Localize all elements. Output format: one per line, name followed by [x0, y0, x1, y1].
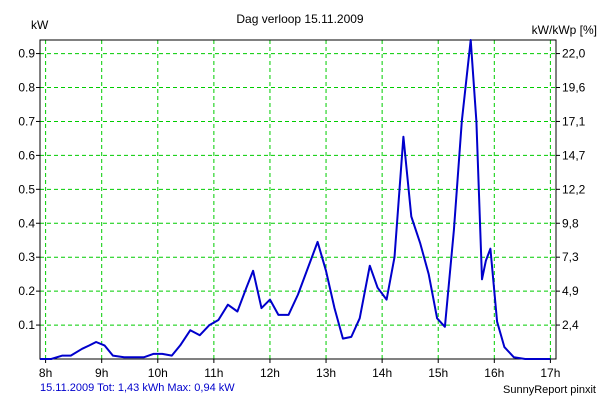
y-tick-label-left-4: 0.5 — [18, 182, 35, 196]
grid — [40, 40, 556, 359]
series-group — [40, 39, 551, 360]
y-tick-label-left-6: 0.7 — [18, 114, 35, 128]
y-tick-label-left-8: 0.9 — [18, 47, 35, 61]
y-tick-label-left-7: 0.8 — [18, 81, 35, 95]
y-tick-label-right-5: 14,7 — [562, 148, 586, 162]
footer-summary: 15.11.2009 Tot: 1,43 kWh Max: 0,94 kW — [40, 382, 235, 394]
x-tick-label-2: 10h — [148, 366, 168, 380]
y-tick-label-right-8: 22,0 — [562, 47, 586, 61]
x-tick-label-4: 12h — [260, 366, 280, 380]
x-tick-label-0: 8h — [39, 366, 52, 380]
x-tick-label-1: 9h — [95, 366, 108, 380]
y-tick-label-left-0: 0.1 — [18, 318, 35, 332]
y-tick-label-right-4: 12,2 — [562, 182, 586, 196]
y-tick-label-left-3: 0.4 — [18, 216, 35, 230]
chart-title: Dag verloop 15.11.2009 — [236, 12, 364, 26]
x-tick-label-8: 16h — [484, 366, 504, 380]
y-axis-label-right: kW/kWp [%] — [532, 23, 597, 37]
x-tick-label-5: 13h — [316, 366, 336, 380]
x-tick-label-6: 14h — [372, 366, 392, 380]
x-axis-ticks: 8h 9h 10h 11h 12h 13h 14h 15h 16h 17h — [39, 359, 560, 380]
y-tick-label-right-7: 19,6 — [562, 81, 586, 95]
footer-credit: SunnyReport pinxit — [503, 384, 596, 396]
x-tick-label-7: 15h — [428, 366, 448, 380]
y-tick-label-right-2: 7,3 — [562, 250, 579, 264]
y-tick-label-left-2: 0.3 — [18, 250, 35, 264]
y-tick-label-left-5: 0.6 — [18, 148, 35, 162]
y-tick-label-right-1: 4,9 — [562, 284, 579, 298]
y-axis-ticks-left: 0.1 0.2 0.3 0.4 0.5 0.6 0.7 0.8 0.9 — [18, 47, 40, 332]
series-line-0 — [40, 39, 551, 360]
y-axis-label-left: kW — [31, 18, 49, 32]
y-tick-label-right-0: 2,4 — [562, 318, 579, 332]
y-axis-ticks-right: 2,4 4,9 7,3 9,8 12,2 14,7 17,1 19,6 22,0 — [556, 47, 586, 332]
y-tick-label-right-3: 9,8 — [562, 216, 579, 230]
y-tick-label-right-6: 17,1 — [562, 114, 586, 128]
plot-frame — [39, 39, 557, 360]
x-tick-label-9: 17h — [540, 366, 560, 380]
y-tick-label-left-1: 0.2 — [18, 284, 35, 298]
x-tick-label-3: 11h — [204, 366, 223, 380]
